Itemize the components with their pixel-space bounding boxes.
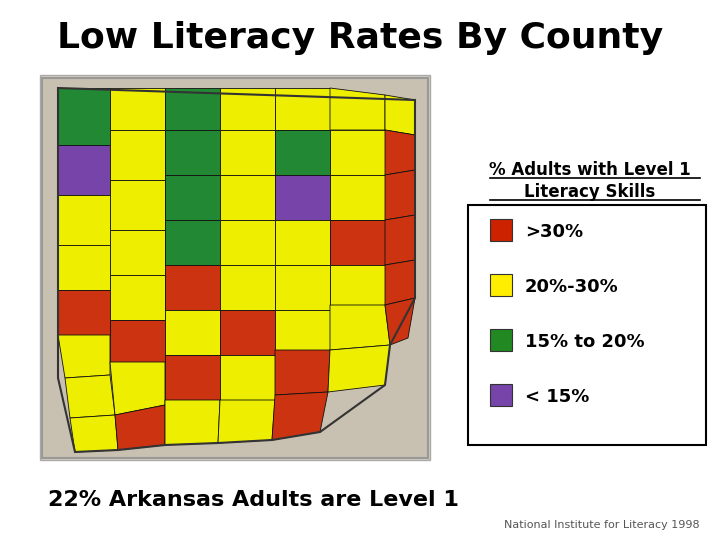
Polygon shape: [328, 345, 390, 392]
Polygon shape: [58, 195, 110, 245]
Polygon shape: [165, 88, 220, 130]
Polygon shape: [330, 175, 385, 220]
Polygon shape: [165, 355, 220, 400]
Text: Literacy Skills: Literacy Skills: [524, 183, 656, 201]
Polygon shape: [385, 260, 415, 305]
Polygon shape: [110, 230, 165, 275]
Polygon shape: [275, 265, 330, 310]
Polygon shape: [110, 130, 165, 180]
Polygon shape: [275, 130, 330, 175]
Polygon shape: [165, 220, 220, 265]
Polygon shape: [385, 130, 415, 175]
Text: % Adults with Level 1: % Adults with Level 1: [489, 161, 691, 179]
Polygon shape: [58, 335, 110, 378]
Text: 20%-30%: 20%-30%: [525, 278, 618, 296]
Polygon shape: [220, 310, 275, 355]
Polygon shape: [275, 310, 330, 350]
Polygon shape: [275, 88, 330, 130]
Polygon shape: [220, 175, 275, 220]
Polygon shape: [330, 130, 385, 175]
Polygon shape: [220, 130, 275, 175]
Polygon shape: [165, 175, 220, 220]
Polygon shape: [275, 350, 330, 395]
Polygon shape: [110, 362, 165, 415]
Polygon shape: [220, 355, 275, 400]
Polygon shape: [58, 245, 110, 290]
Polygon shape: [220, 88, 275, 130]
Polygon shape: [70, 415, 118, 452]
Polygon shape: [165, 130, 220, 175]
Polygon shape: [330, 305, 390, 350]
Polygon shape: [330, 88, 385, 130]
Polygon shape: [220, 220, 275, 265]
Text: 15% to 20%: 15% to 20%: [525, 333, 644, 351]
Polygon shape: [110, 180, 165, 230]
Polygon shape: [385, 215, 415, 265]
Polygon shape: [165, 400, 220, 445]
Polygon shape: [330, 265, 385, 305]
Polygon shape: [115, 405, 165, 450]
Polygon shape: [330, 220, 385, 265]
FancyBboxPatch shape: [42, 78, 428, 458]
Polygon shape: [110, 320, 165, 362]
Text: Low Literacy Rates By County: Low Literacy Rates By County: [57, 21, 663, 55]
Polygon shape: [58, 290, 110, 335]
Polygon shape: [275, 220, 330, 265]
Polygon shape: [110, 275, 165, 320]
Polygon shape: [220, 265, 275, 310]
FancyBboxPatch shape: [490, 384, 512, 406]
Polygon shape: [385, 298, 415, 345]
Text: 22% Arkansas Adults are Level 1: 22% Arkansas Adults are Level 1: [48, 490, 459, 510]
FancyBboxPatch shape: [40, 75, 430, 460]
FancyBboxPatch shape: [490, 219, 512, 241]
Text: National Institute for Literacy 1998: National Institute for Literacy 1998: [505, 520, 700, 530]
FancyBboxPatch shape: [490, 329, 512, 351]
Polygon shape: [165, 265, 220, 310]
Polygon shape: [385, 170, 415, 220]
Polygon shape: [272, 392, 328, 440]
Polygon shape: [110, 88, 165, 130]
Text: < 15%: < 15%: [525, 388, 590, 406]
Polygon shape: [58, 88, 110, 145]
Polygon shape: [58, 145, 110, 195]
FancyBboxPatch shape: [468, 205, 706, 445]
Polygon shape: [65, 375, 115, 418]
FancyBboxPatch shape: [490, 274, 512, 296]
Text: >30%: >30%: [525, 223, 583, 241]
Polygon shape: [218, 400, 275, 443]
Polygon shape: [385, 95, 415, 135]
Polygon shape: [275, 175, 330, 220]
Polygon shape: [165, 310, 220, 355]
